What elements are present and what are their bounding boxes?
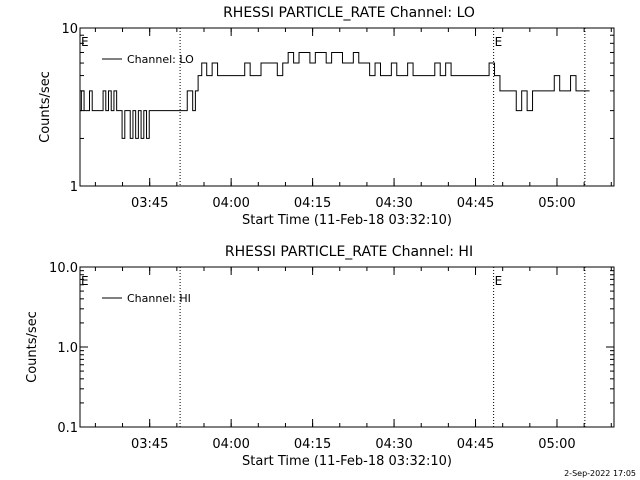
footer-timestamp: 2-Sep-2022 17:05 [564, 469, 636, 478]
y-axis-hi: 0.1 1.0 10.0 [49, 261, 614, 436]
plot-frame-hi [79, 266, 615, 428]
x-tick-label: 04:00 [212, 196, 249, 211]
x-tick-label: 04:15 [294, 437, 331, 452]
chart-title-lo: RHESSI PARTICLE_RATE Channel: LO [223, 5, 475, 21]
x-axis-hi: 03:45 04:00 04:15 04:30 04:45 05:00 [94, 267, 612, 452]
chart-panel-lo: RHESSI PARTICLE_RATE Channel: LO 03:45 04… [38, 5, 615, 228]
event-marker-label: E [81, 274, 89, 288]
chart-title-hi: RHESSI PARTICLE_RATE Channel: HI [225, 244, 473, 260]
y-axis-lo: 1 10 [61, 22, 614, 195]
series-line [80, 51, 590, 139]
y-tick-label: 1.0 [57, 341, 78, 356]
y-tick-label: 10 [61, 22, 78, 37]
x-axis-label-hi: Start Time (11-Feb-18 03:32:10) [242, 454, 452, 469]
event-marker-label: E [81, 35, 89, 49]
event-marker-label: E [495, 274, 503, 288]
x-axis-lo: 03:45 04:00 04:15 04:30 04:45 05:00 [94, 28, 612, 211]
x-tick-label: 04:30 [375, 196, 412, 211]
x-tick-label: 04:45 [457, 437, 494, 452]
event-marker-label: E [495, 35, 503, 49]
x-tick-label: 04:00 [212, 437, 249, 452]
x-tick-label: 04:30 [375, 437, 412, 452]
y-tick-label: 1 [70, 180, 78, 195]
legend-label-hi: Channel: HI [127, 292, 191, 305]
plot-frame-lo [79, 27, 615, 187]
x-tick-label: 03:45 [131, 437, 168, 452]
y-axis-label-lo: Counts/sec [38, 71, 53, 143]
series-lo [80, 51, 590, 139]
y-axis-label-hi: Counts/sec [25, 311, 40, 383]
chart-panel-hi: RHESSI PARTICLE_RATE Channel: HI 03:45 04… [25, 244, 615, 469]
x-tick-label: 03:45 [131, 196, 168, 211]
y-tick-label: 10.0 [49, 261, 78, 276]
x-axis-label-lo: Start Time (11-Feb-18 03:32:10) [242, 213, 452, 228]
x-tick-label: 05:00 [538, 437, 575, 452]
legend-label-lo: Channel: LO [127, 53, 194, 66]
y-tick-label: 0.1 [57, 421, 78, 436]
x-tick-label: 04:15 [294, 196, 331, 211]
x-tick-label: 05:00 [538, 196, 575, 211]
x-tick-label: 04:45 [457, 196, 494, 211]
